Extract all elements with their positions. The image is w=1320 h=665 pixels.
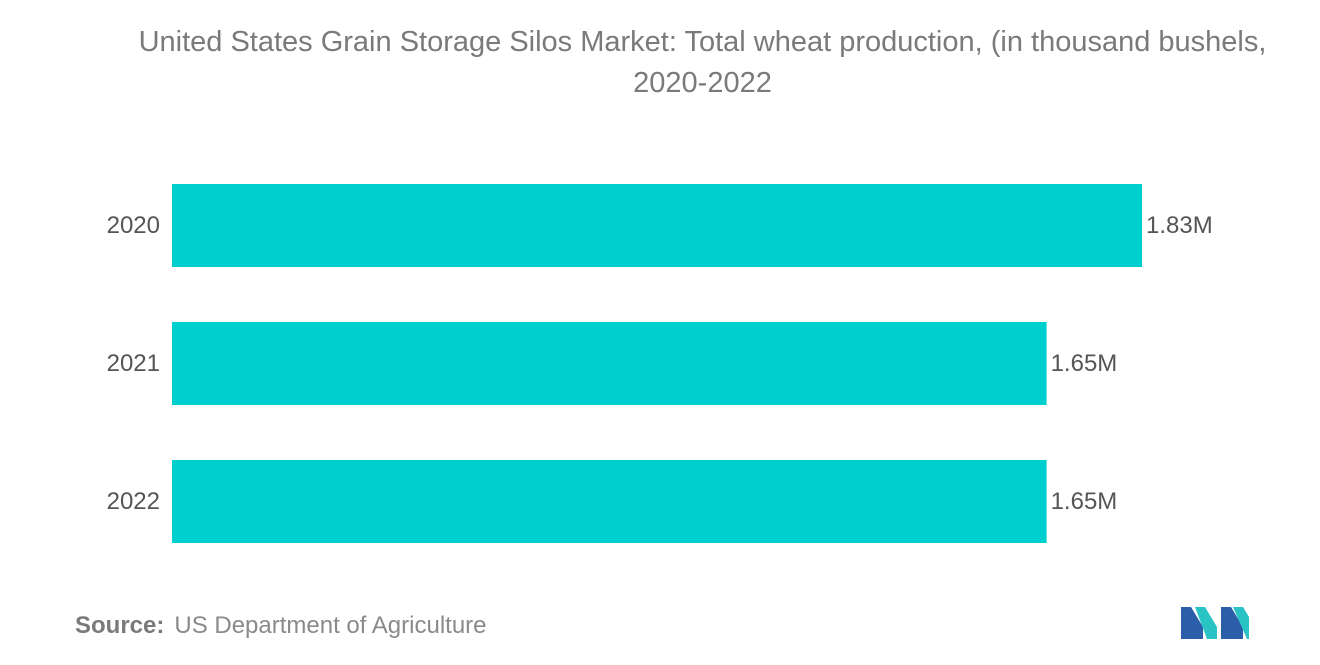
source-label: Source:	[75, 612, 165, 639]
source-note: Source: US Department of Agriculture	[75, 612, 487, 640]
source-text: US Department of Agriculture	[174, 612, 487, 639]
bar-2020	[172, 184, 1142, 267]
bar-2022	[172, 460, 1047, 543]
y-tick-label-2021: 2021	[107, 350, 160, 377]
bar-2021	[172, 322, 1047, 405]
mordor-intelligence-logo-icon	[1181, 607, 1249, 639]
y-tick-label-2020: 2020	[107, 212, 160, 239]
data-label-2021: 1.65M	[1051, 350, 1118, 377]
data-label-2020: 1.83M	[1146, 212, 1213, 239]
data-label-2022: 1.65M	[1051, 488, 1118, 515]
y-tick-label-2022: 2022	[107, 488, 160, 515]
chart-title: United States Grain Storage Silos Market…	[138, 26, 1267, 99]
